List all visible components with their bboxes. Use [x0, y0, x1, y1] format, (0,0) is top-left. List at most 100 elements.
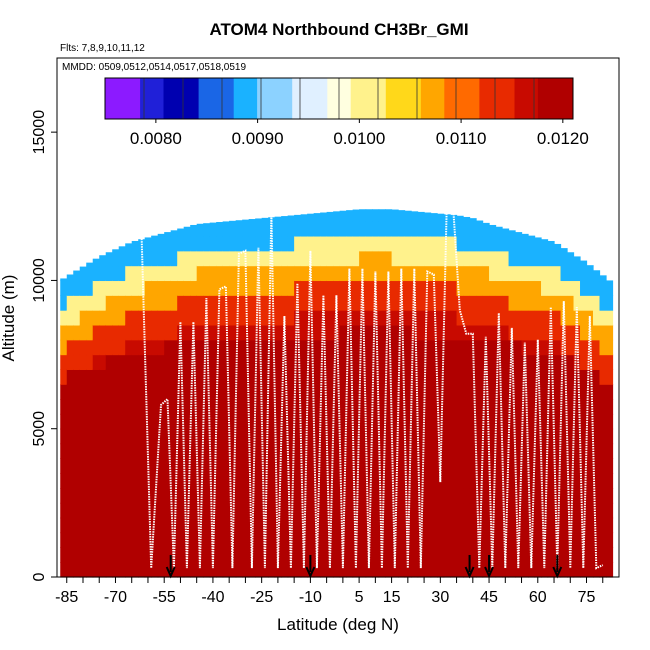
heatmap-cell	[378, 265, 386, 282]
heatmap-cell	[573, 443, 581, 459]
heatmap-cell	[60, 502, 68, 519]
heatmap-cell	[261, 310, 269, 326]
heatmap-cell	[606, 502, 614, 519]
heatmap-cell	[365, 399, 373, 415]
heatmap-cell	[300, 295, 308, 311]
heatmap-cell	[216, 443, 224, 459]
heatmap-cell	[417, 488, 425, 504]
heatmap-cell	[86, 384, 94, 400]
heatmap-cell	[352, 413, 360, 430]
heatmap-cell	[599, 413, 607, 430]
heatmap-cell	[60, 458, 68, 474]
heatmap-cell	[333, 280, 341, 296]
heatmap-cell	[489, 443, 497, 459]
heatmap-cell	[534, 562, 542, 578]
heatmap-cell	[437, 502, 445, 519]
heatmap-cell	[118, 354, 126, 370]
heatmap-cell	[573, 473, 581, 489]
heatmap-cell	[307, 443, 315, 459]
heatmap-cell	[222, 562, 230, 578]
heatmap-cell	[450, 473, 458, 489]
heatmap-cell	[118, 428, 126, 445]
colorbar-swatch	[420, 78, 434, 119]
heatmap-cell	[157, 280, 165, 296]
heatmap-cell	[196, 295, 204, 311]
heatmap-cell	[515, 232, 523, 237]
heatmap-cell	[183, 413, 191, 430]
heatmap-cell	[528, 399, 536, 415]
heatmap-cell	[417, 310, 425, 326]
heatmap-cell	[378, 488, 386, 504]
heatmap-cell	[92, 443, 100, 459]
heatmap-cell	[508, 443, 516, 459]
heatmap-cell	[151, 458, 159, 474]
heatmap-cell	[586, 369, 594, 385]
heatmap-cell	[450, 562, 458, 578]
heatmap-cell	[92, 295, 100, 311]
surface-marker-arrow	[464, 555, 475, 579]
heatmap-cell	[378, 310, 386, 326]
heatmap-cell	[528, 532, 536, 548]
heatmap-cell	[398, 235, 406, 252]
heatmap-cell	[430, 502, 438, 519]
heatmap-cell	[274, 339, 282, 356]
heatmap-cell	[105, 532, 113, 548]
heatmap-cell	[73, 354, 81, 370]
heatmap-cell	[378, 295, 386, 311]
heatmap-cell	[606, 532, 614, 548]
heatmap-cell	[222, 443, 230, 459]
heatmap-cell	[437, 354, 445, 370]
y-tick-label: 10000	[31, 258, 48, 303]
heatmap-cell	[92, 458, 100, 474]
heatmap-cell	[177, 235, 185, 252]
heatmap-cell	[352, 295, 360, 311]
heatmap-cell	[450, 214, 458, 222]
heatmap-cell	[339, 339, 347, 356]
heatmap-cell	[274, 354, 282, 370]
heatmap-cell	[66, 324, 74, 341]
heatmap-cell	[547, 473, 555, 489]
heatmap-cell	[456, 562, 464, 578]
heatmap-cell	[534, 502, 542, 519]
heatmap-cell	[248, 488, 256, 504]
heatmap-cell	[313, 324, 321, 341]
heatmap-cell	[248, 235, 256, 252]
heatmap-cell	[593, 488, 601, 504]
heatmap-cell	[209, 384, 217, 400]
heatmap-cell	[567, 384, 575, 400]
heatmap-cell	[599, 547, 607, 563]
heatmap-cell	[515, 310, 523, 326]
heatmap-cell	[599, 339, 607, 356]
heatmap-cell	[567, 502, 575, 519]
heatmap-cell	[417, 295, 425, 311]
heatmap-cell	[528, 295, 536, 311]
heatmap-cell	[424, 339, 432, 356]
heatmap-cell	[300, 265, 308, 282]
heatmap-cell	[534, 547, 542, 563]
heatmap-cell	[151, 428, 159, 445]
heatmap-cell	[346, 517, 354, 534]
heatmap-cell	[521, 443, 529, 459]
heatmap-cell	[365, 354, 373, 370]
heatmap-cell	[92, 502, 100, 519]
heatmap-cell	[456, 250, 464, 267]
heatmap-cell	[216, 354, 224, 370]
heatmap-cell	[599, 399, 607, 415]
heatmap-cell	[255, 310, 263, 326]
heatmap-cell	[164, 280, 172, 296]
heatmap-cell	[495, 399, 503, 415]
heatmap-cell	[196, 502, 204, 519]
heatmap-cell	[567, 428, 575, 445]
heatmap-cell	[489, 235, 497, 252]
heatmap-cell	[365, 443, 373, 459]
heatmap-cell	[333, 473, 341, 489]
heatmap-cell	[456, 221, 464, 237]
heatmap-cell	[222, 354, 230, 370]
heatmap-cell	[307, 428, 315, 445]
heatmap-cell	[359, 458, 367, 474]
heatmap-cell	[86, 458, 94, 474]
heatmap-cell	[320, 488, 328, 504]
heatmap-cell	[118, 339, 126, 356]
heatmap-cell	[599, 354, 607, 370]
heatmap-cell	[430, 384, 438, 400]
